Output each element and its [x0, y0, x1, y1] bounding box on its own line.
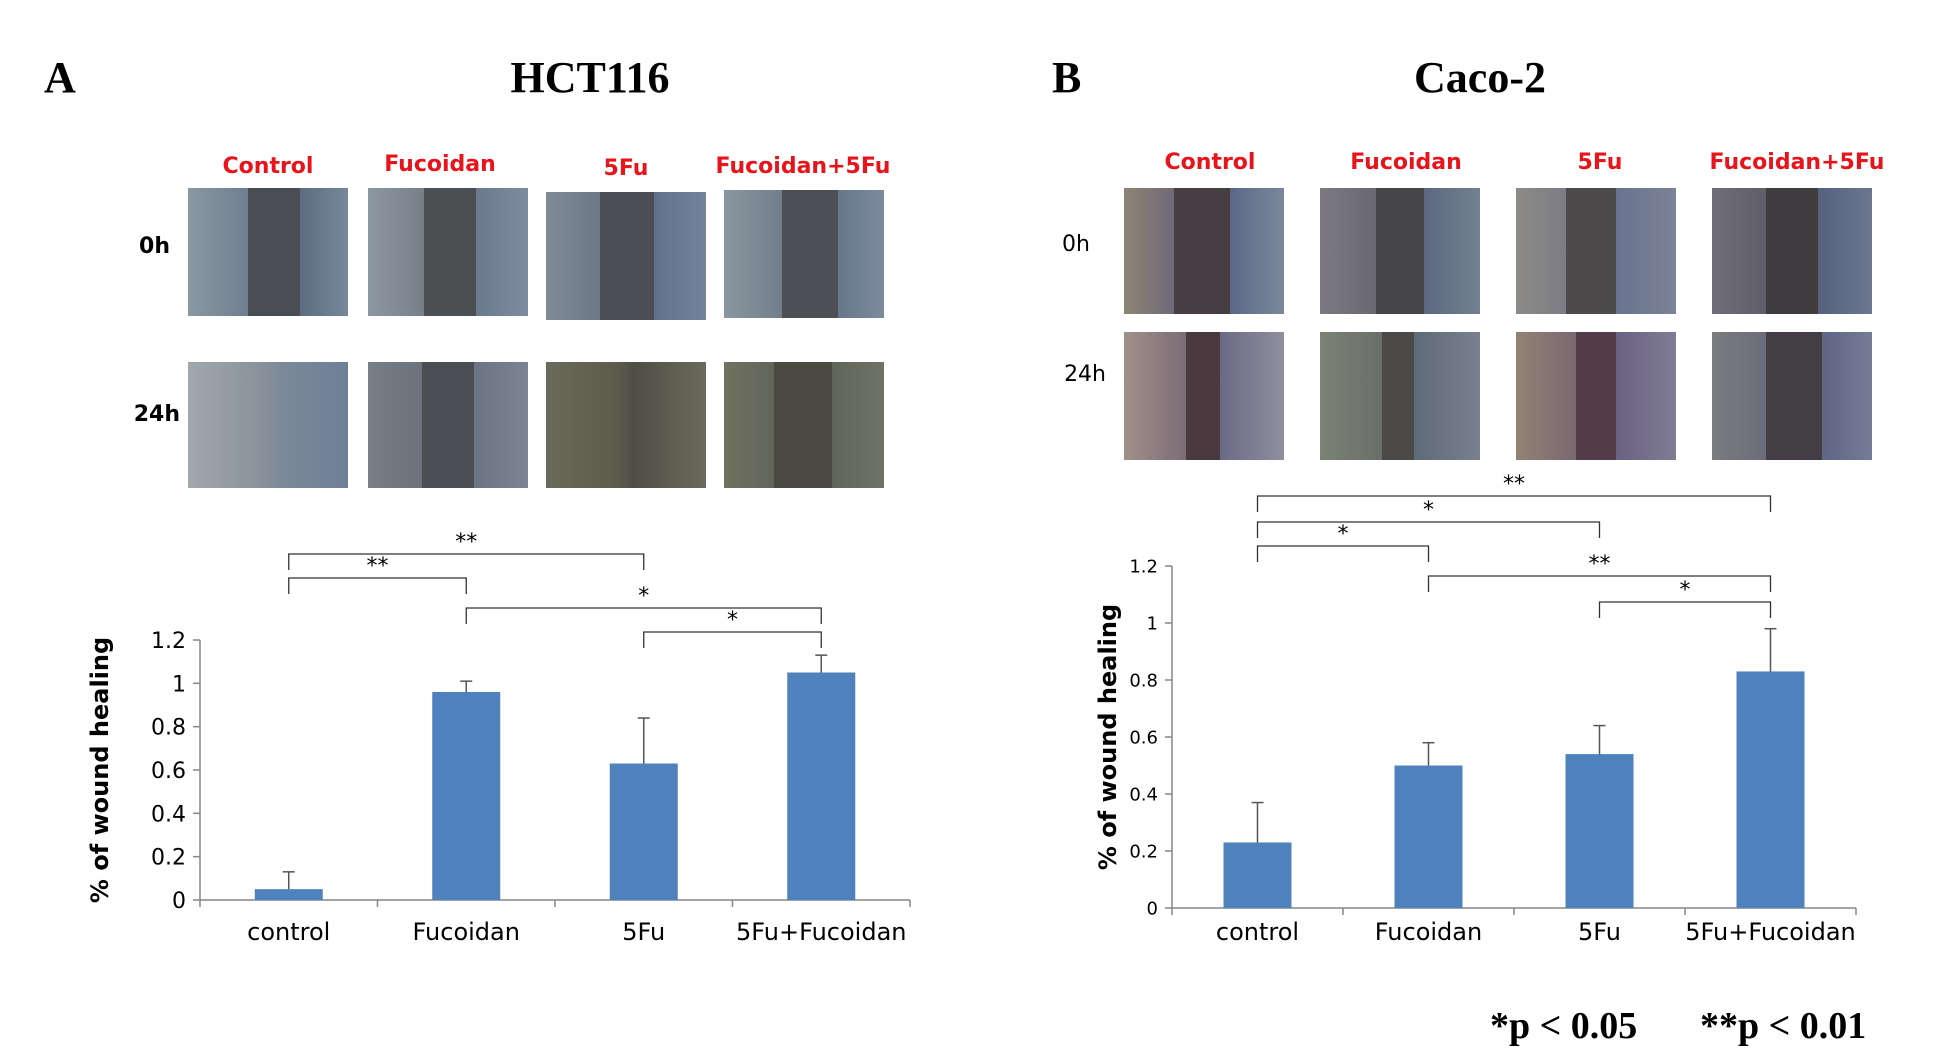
panel-a-col-fucoidan-5fu: Fucoidan+5Fu — [715, 154, 891, 179]
chart-a-sig-bracket-3 — [643, 631, 822, 648]
chart-b-sig-label-3: ** — [1589, 552, 1611, 577]
chart-b-ytick-label: 0 — [1147, 898, 1158, 919]
chart-a-ytick-label: 0.8 — [151, 716, 186, 741]
panel-b-micrograph-fucoidan-0h — [1320, 188, 1480, 314]
panel-b-letter: B — [1052, 53, 1082, 102]
panel-b-micrograph-5fu-0h — [1516, 188, 1676, 314]
panel-b-micrograph-fucoidan-5fu-24h — [1712, 332, 1872, 460]
chart-b-ytick-label: 1 — [1147, 613, 1158, 634]
chart-b-ytick-label: 1.2 — [1129, 556, 1158, 577]
chart-b-ytick-label: 0.6 — [1129, 727, 1158, 748]
chart-a-ytick-label: 0.4 — [151, 802, 186, 827]
panel-a-micrograph-fucoidan-24h — [368, 362, 528, 488]
chart-b-sig-bracket-4 — [1598, 601, 1772, 618]
chart-b-ytick-label: 0.4 — [1129, 784, 1158, 805]
chart-b-category-label-3: 5Fu+Fucoidan — [1685, 918, 1855, 946]
panel-a-micrograph-fucoidan-5fu-0h — [724, 190, 884, 318]
chart-a-bar-0 — [254, 889, 323, 900]
panel-b-col-fucoidan: Fucoidan — [1350, 150, 1462, 175]
panel-a-micrograph-control-0h — [188, 188, 348, 316]
chart-a-bar-3 — [787, 672, 856, 900]
panel-a-col-control: Control — [222, 154, 314, 179]
panel-b-title: Caco-2 — [1414, 53, 1546, 102]
chart-a-sig-bracket-2 — [465, 607, 822, 624]
chart-b-ytick-label: 0.2 — [1129, 841, 1158, 862]
panel-b-row-24h: 24h — [1064, 362, 1106, 387]
panel-a-micrograph-control-24h — [188, 362, 348, 488]
chart-a-bar-2 — [609, 763, 678, 900]
chart-b-bar-0 — [1223, 842, 1292, 908]
footnote-p05: *p < 0.05 — [1490, 1005, 1638, 1047]
chart-b-sig-bracket-1 — [1256, 521, 1601, 538]
chart-a-ytick-label: 1 — [172, 672, 186, 697]
panel-a-micrograph-5fu-24h — [546, 362, 706, 488]
chart-a-category-label-1: Fucoidan — [413, 918, 520, 946]
chart-a-category-label-0: control — [247, 918, 330, 946]
panel-b-col-fucoidan-5fu: Fucoidan+5Fu — [1709, 150, 1885, 175]
chart-a-ylabel: % of wound healing — [86, 637, 114, 903]
panel-b-row-0h: 0h — [1062, 232, 1090, 257]
chart-a-ytick-label: 0.2 — [151, 846, 186, 871]
panel-a-row-24h: 24h — [133, 402, 180, 427]
chart-b-sig-bracket-3 — [1427, 575, 1772, 592]
chart-a-sig-bracket-0 — [288, 553, 645, 570]
chart-b-ylabel: % of wound healing — [1094, 604, 1122, 870]
panel-b-col-control: Control — [1164, 150, 1256, 175]
chart-b-category-label-2: 5Fu — [1578, 918, 1621, 946]
chart-a-sig-label-0: ** — [455, 530, 477, 555]
chart-a-ytick-label: 1.2 — [151, 629, 186, 654]
chart-a-category-label-2: 5Fu — [622, 918, 665, 946]
chart-b-category-label-1: Fucoidan — [1375, 918, 1482, 946]
panel-a-micrograph-5fu-0h — [546, 192, 706, 320]
chart-a-bar-1 — [432, 692, 501, 900]
panel-b-micrograph-fucoidan-5fu-0h — [1712, 188, 1872, 314]
chart-b-sig-bracket-2 — [1256, 545, 1430, 562]
panel-b-col-5fu: 5Fu — [1577, 150, 1623, 175]
panel-b-micrograph-control-24h — [1124, 332, 1284, 460]
panel-a-col-5fu: 5Fu — [603, 156, 649, 181]
panel-a-row-0h: 0h — [139, 234, 170, 259]
chart-b-bar-3 — [1736, 671, 1805, 908]
chart-b-ytick-label: 0.8 — [1129, 670, 1158, 691]
chart-b-category-label-0: control — [1216, 918, 1299, 946]
panel-a-micrograph-fucoidan-0h — [368, 188, 528, 316]
chart-b-bar-2 — [1565, 754, 1634, 908]
chart-b-sig-label-0: ** — [1503, 472, 1525, 497]
panel-a-title: HCT116 — [510, 53, 670, 102]
footnote-p01: **p < 0.01 — [1700, 1005, 1867, 1047]
chart-b-sig-label-2: * — [1338, 522, 1349, 547]
panel-a-col-fucoidan: Fucoidan — [384, 152, 496, 177]
panel-b-micrograph-fucoidan-24h — [1320, 332, 1480, 460]
chart-a-category-label-3: 5Fu+Fucoidan — [736, 918, 906, 946]
chart-a-ytick-label: 0.6 — [151, 759, 186, 784]
chart-a-sig-label-1: ** — [367, 554, 389, 579]
panel-a-letter: A — [44, 53, 76, 102]
chart-b-sig-bracket-0 — [1256, 495, 1772, 512]
chart-b-bar-1 — [1394, 765, 1463, 908]
panel-a-micrograph-fucoidan-5fu-24h — [724, 362, 884, 488]
panel-b-micrograph-5fu-24h — [1516, 332, 1676, 460]
chart-a-ytick-label: 0 — [172, 889, 186, 914]
panel-b-micrograph-control-0h — [1124, 188, 1284, 314]
chart-b-sig-label-1: * — [1423, 498, 1434, 523]
chart-a-sig-label-2: * — [638, 584, 649, 609]
chart-a-sig-label-3: * — [727, 608, 738, 633]
chart-b-sig-label-4: * — [1680, 578, 1691, 603]
chart-a-sig-bracket-1 — [288, 577, 467, 594]
